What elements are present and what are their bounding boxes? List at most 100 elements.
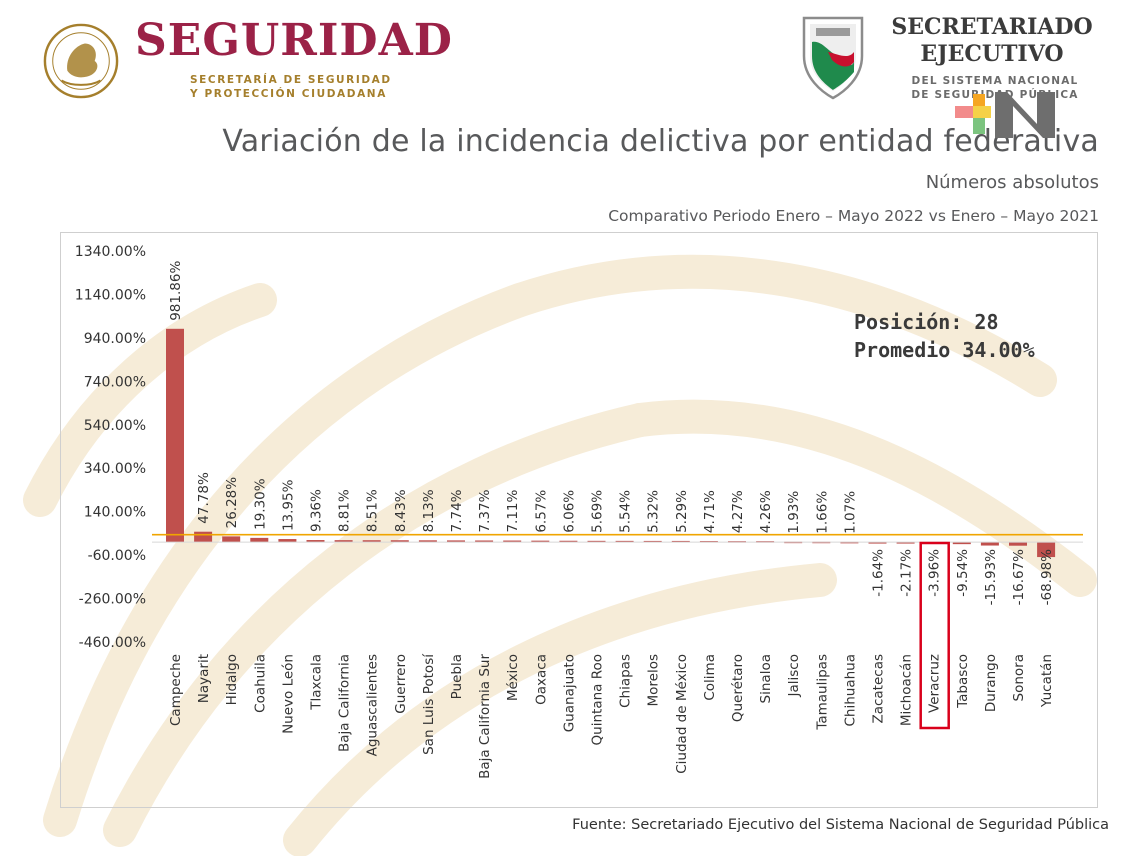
value-label: 7.74%: [449, 489, 465, 532]
value-label: -9.54%: [955, 549, 971, 597]
sesnsp-shield-icon: [802, 16, 864, 100]
category-label: Sonora: [1011, 654, 1027, 701]
bar: [531, 540, 550, 543]
category-label: Aguascalientes: [365, 654, 381, 756]
brand-subtitle-line2: Y PROTECCIÓN CIUDADANA: [190, 88, 387, 100]
bar: [1009, 542, 1027, 546]
bar: [840, 541, 859, 544]
category-label: Chihuahua: [842, 654, 858, 727]
value-label: 5.69%: [590, 490, 606, 533]
bar: [418, 540, 437, 543]
chart-title: Variación de la incidencia delictiva por…: [222, 124, 1099, 159]
y-tick-label: 1140.00%: [75, 287, 146, 303]
bar: [334, 540, 353, 543]
value-label: -15.93%: [983, 549, 999, 606]
y-tick-label: 940.00%: [84, 331, 146, 347]
bar: [896, 542, 915, 544]
y-tick-label: 1340.00%: [75, 244, 146, 260]
bar: [306, 540, 325, 543]
sesnsp-subtitle-line2: DE SEGURIDAD PÚBLICA: [911, 89, 1079, 101]
value-label: 47.78%: [196, 472, 212, 524]
value-label: 8.13%: [421, 489, 437, 532]
position-annotation: Posición: 28 Promedio 34.00%: [854, 308, 1035, 364]
category-label: Guerrero: [393, 654, 409, 714]
value-label: 5.29%: [674, 490, 690, 533]
category-label: Hidalgo: [224, 654, 240, 705]
category-label: México: [505, 654, 521, 701]
bar: [447, 540, 465, 543]
bar: [390, 540, 409, 543]
category-label: Sinaloa: [758, 654, 774, 703]
value-label: -1.64%: [871, 549, 887, 597]
category-label: Nuevo León: [280, 654, 296, 734]
chart-period: Comparativo Periodo Enero – Mayo 2022 vs…: [608, 207, 1099, 225]
value-label: 13.95%: [280, 479, 296, 531]
y-tick-label: 540.00%: [84, 418, 146, 434]
brand-title: SEGURIDAD: [135, 15, 453, 66]
value-label: 4.71%: [702, 490, 718, 533]
category-label: San Luis Potosí: [421, 653, 437, 755]
category-label: Tamaulipas: [814, 654, 830, 731]
category-label: Oaxaca: [533, 654, 549, 705]
value-label: 981.86%: [168, 261, 184, 321]
category-label: Baja California Sur: [477, 654, 493, 779]
y-tick-label: -260.00%: [79, 592, 146, 608]
sesnsp-title-line2: EJECUTIVO: [920, 41, 1064, 67]
highlight-box: [919, 541, 950, 730]
sesnsp-subtitle: DEL SISTEMA NACIONAL DE SEGURIDAD PÚBLIC…: [900, 74, 1090, 102]
y-tick-label: 740.00%: [84, 374, 146, 390]
value-label: 19.30%: [252, 478, 268, 530]
category-label: Coahuila: [252, 654, 268, 713]
bar: [980, 542, 999, 546]
brand-subtitle: SECRETARÍA DE SEGURIDAD Y PROTECCIÓN CIU…: [190, 73, 392, 101]
bar: [475, 540, 494, 543]
y-tick-label: 140.00%: [84, 505, 146, 521]
value-label: 8.51%: [365, 489, 381, 532]
bar: [559, 540, 578, 543]
value-label: 8.43%: [393, 489, 409, 532]
sesnsp-subtitle-line1: DEL SISTEMA NACIONAL: [911, 75, 1079, 87]
category-label: Chiapas: [618, 654, 634, 708]
category-label: Jalisco: [786, 654, 802, 697]
bar: [166, 328, 184, 543]
y-tick-label: -460.00%: [79, 635, 146, 651]
category-label: Veracruz: [927, 654, 943, 713]
y-tick-label: -60.00%: [88, 548, 146, 564]
value-label: -68.98%: [1039, 549, 1055, 606]
bar: [222, 536, 241, 543]
value-label: -16.67%: [1011, 549, 1027, 606]
bar: [362, 540, 381, 543]
source-note: Fuente: Secretariado Ejecutivo del Siste…: [572, 817, 1109, 833]
category-label: Campeche: [168, 654, 184, 726]
value-label: -3.96%: [927, 549, 943, 597]
chart-subtitle: Números absolutos: [925, 172, 1099, 193]
chart-frame: [60, 232, 1098, 808]
value-label: 4.27%: [730, 490, 746, 533]
value-label: 1.07%: [842, 491, 858, 534]
category-label: Durango: [983, 654, 999, 712]
category-label: Tabasco: [955, 654, 971, 709]
value-label: 6.06%: [561, 490, 577, 533]
value-label: 4.26%: [758, 490, 774, 533]
value-label: 1.93%: [786, 491, 802, 534]
value-label: 7.37%: [477, 489, 493, 532]
sesnsp-title-line1: SECRETARIADO: [891, 14, 1093, 40]
value-label: 8.81%: [337, 489, 353, 532]
category-label: Colima: [702, 654, 718, 701]
category-label: Guanajuato: [561, 654, 577, 732]
brand-subtitle-line1: SECRETARÍA DE SEGURIDAD: [190, 74, 392, 86]
bar: [250, 537, 269, 543]
position-text: Posición: 28: [854, 310, 999, 334]
category-label: Yucatán: [1039, 654, 1055, 708]
bar: [1037, 542, 1056, 558]
category-label: Tlaxcala: [309, 654, 325, 711]
value-label: 26.28%: [224, 477, 240, 529]
bar: [952, 542, 971, 545]
category-label: Zacatecas: [871, 654, 887, 724]
value-label: 5.32%: [646, 490, 662, 533]
category-label: Puebla: [449, 654, 465, 699]
category-label: Querétaro: [730, 654, 746, 722]
value-label: 6.57%: [533, 490, 549, 533]
n-letter-logo-icon: [955, 92, 1055, 138]
